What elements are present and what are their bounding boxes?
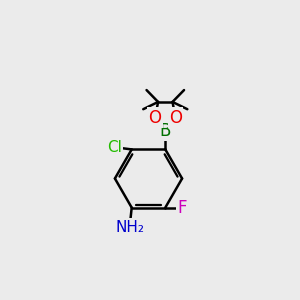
Text: NH₂: NH₂: [116, 220, 145, 235]
Text: Cl: Cl: [107, 140, 122, 155]
Text: O: O: [148, 109, 162, 127]
Text: O: O: [169, 109, 182, 127]
Text: B: B: [160, 122, 171, 140]
Text: F: F: [177, 199, 187, 217]
